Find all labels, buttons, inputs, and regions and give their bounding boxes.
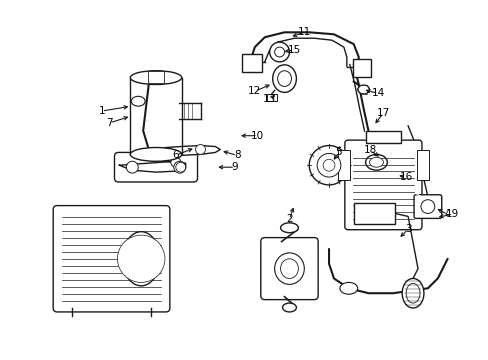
FancyBboxPatch shape: [114, 152, 197, 182]
Ellipse shape: [131, 96, 145, 106]
Ellipse shape: [369, 157, 383, 167]
Text: 19: 19: [445, 210, 458, 220]
Circle shape: [126, 161, 138, 173]
Text: 1: 1: [98, 106, 105, 116]
Text: 8: 8: [233, 150, 240, 161]
Ellipse shape: [339, 282, 357, 294]
Circle shape: [195, 145, 205, 154]
Text: 6: 6: [172, 150, 179, 161]
Circle shape: [170, 157, 181, 167]
Polygon shape: [119, 161, 185, 172]
Circle shape: [274, 47, 284, 57]
Bar: [266, 94, 276, 101]
Ellipse shape: [365, 154, 386, 170]
Text: 13: 13: [263, 94, 276, 104]
Ellipse shape: [272, 65, 296, 93]
Text: 4: 4: [444, 210, 450, 220]
Circle shape: [323, 159, 334, 171]
Bar: [353, 203, 394, 224]
Bar: [337, 150, 349, 180]
Circle shape: [420, 200, 434, 213]
Bar: [148, 71, 163, 82]
Text: 15: 15: [287, 45, 301, 55]
Text: 5: 5: [335, 148, 342, 157]
Text: 12: 12: [248, 86, 261, 96]
Ellipse shape: [357, 85, 369, 94]
Bar: [352, 59, 370, 77]
Bar: [416, 150, 428, 180]
Ellipse shape: [274, 253, 304, 284]
Circle shape: [131, 249, 151, 269]
Circle shape: [175, 162, 185, 172]
Bar: [242, 54, 261, 72]
Circle shape: [317, 153, 340, 177]
Text: 16: 16: [399, 172, 412, 182]
Ellipse shape: [401, 278, 423, 308]
Ellipse shape: [406, 283, 419, 303]
Circle shape: [308, 145, 348, 185]
Circle shape: [269, 42, 289, 62]
FancyBboxPatch shape: [344, 140, 421, 230]
Text: 10: 10: [251, 131, 264, 141]
Text: 3: 3: [404, 224, 410, 234]
Ellipse shape: [280, 259, 298, 278]
Ellipse shape: [127, 238, 155, 279]
Ellipse shape: [130, 148, 182, 161]
FancyBboxPatch shape: [413, 195, 441, 219]
Ellipse shape: [122, 232, 160, 286]
Circle shape: [123, 241, 159, 276]
Text: 7: 7: [106, 118, 113, 128]
Text: 11: 11: [297, 27, 310, 37]
Text: 18: 18: [363, 145, 376, 156]
Ellipse shape: [282, 303, 296, 312]
Circle shape: [117, 235, 164, 282]
Text: 2: 2: [285, 215, 292, 224]
Text: 17: 17: [376, 108, 389, 118]
Polygon shape: [156, 145, 220, 156]
FancyBboxPatch shape: [260, 238, 318, 300]
Ellipse shape: [130, 71, 182, 85]
Text: 9: 9: [231, 162, 238, 172]
Text: 14: 14: [371, 88, 384, 98]
Ellipse shape: [277, 71, 291, 86]
Bar: [365, 131, 400, 143]
Ellipse shape: [280, 223, 298, 233]
FancyBboxPatch shape: [53, 206, 169, 312]
Circle shape: [173, 161, 185, 173]
